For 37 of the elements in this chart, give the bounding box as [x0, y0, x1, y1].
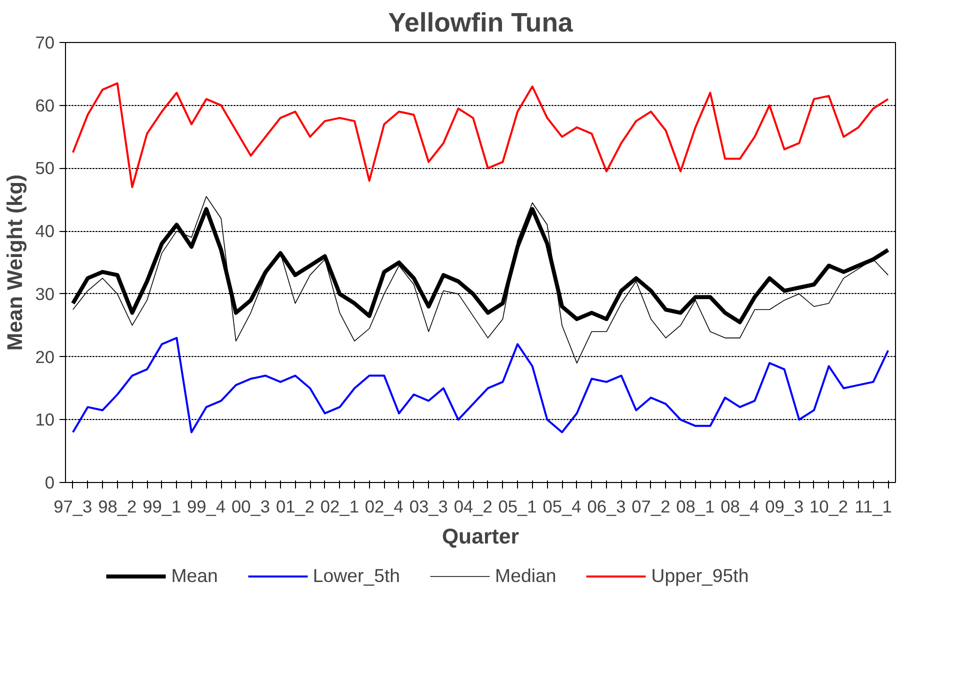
x-tick-label: 02_1 — [320, 496, 359, 516]
legend-label: Upper_95th — [651, 565, 749, 587]
legend-label: Mean — [171, 565, 218, 587]
x-tick-label: 99_1 — [142, 496, 182, 516]
y-tick-label: 60 — [35, 95, 55, 116]
y-axis-title: Mean Weight (kg) — [3, 174, 28, 351]
x-tick-label: 04_2 — [454, 496, 492, 516]
line-series — [72, 196, 888, 364]
line-series — [72, 82, 890, 188]
x-axis-title: Quarter — [442, 524, 520, 548]
y-tick-label: 10 — [35, 410, 55, 430]
y-tick-label: 30 — [35, 284, 55, 304]
x-tick-label: 06_3 — [587, 496, 626, 516]
line-series — [72, 336, 890, 434]
y-tick-label: 70 — [35, 32, 55, 52]
legend-label: Lower_5th — [312, 565, 400, 587]
x-tick-label: 08_4 — [720, 496, 760, 516]
x-tick-label: 99_4 — [187, 496, 226, 516]
y-tick-label: 50 — [35, 158, 55, 178]
chart-title: Yellowfin Tuna — [388, 8, 573, 38]
x-tick-label: 10_2 — [810, 496, 848, 516]
x-tick-label: 02_4 — [364, 496, 404, 516]
x-tick-label: 09_3 — [765, 496, 804, 516]
x-tick-label: 05_4 — [542, 496, 582, 516]
y-tick-label: 40 — [35, 221, 55, 242]
x-tick-label: 05_1 — [498, 496, 537, 516]
x-tick-label: 97_3 — [54, 496, 92, 516]
x-tick-label: 03_3 — [409, 496, 448, 516]
x-tick-label: 07_2 — [632, 496, 670, 516]
x-tick-label: 11_1 — [854, 496, 892, 516]
x-tick-label: 00_3 — [231, 496, 270, 516]
y-tick-label: 20 — [35, 346, 55, 367]
y-tick-label: 0 — [44, 472, 55, 492]
x-tick-label: 98_2 — [98, 496, 137, 516]
x-tick-label: 08_1 — [676, 496, 715, 516]
x-tick-label: 01_2 — [276, 496, 315, 516]
legend-label: Median — [495, 565, 556, 587]
